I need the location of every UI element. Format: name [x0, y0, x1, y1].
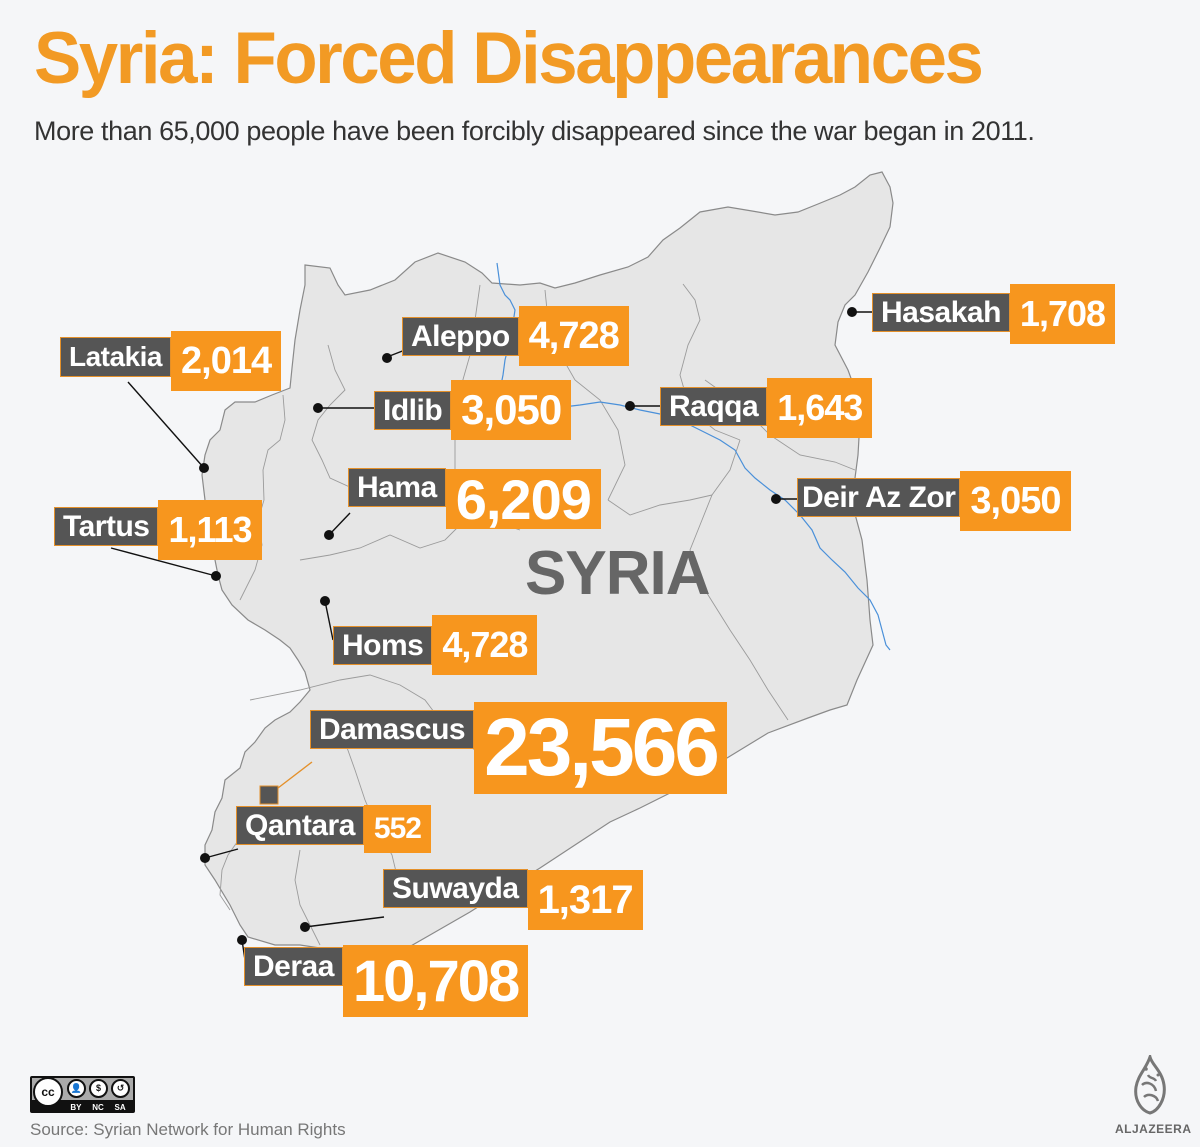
region-name: Suwayda — [383, 868, 528, 908]
region-label-suwayda: Suwayda 1,317 — [383, 868, 643, 930]
region-label-qantara: Qantara 552 — [236, 805, 431, 853]
region-name: Qantara — [236, 805, 364, 845]
region-value: 3,050 — [451, 380, 572, 440]
aljazeera-logo: ALJAZEERA — [1115, 1051, 1192, 1140]
region-value: 2,014 — [171, 331, 282, 391]
source-note: Source: Syrian Network for Human Rights — [30, 1120, 346, 1139]
region-label-aleppo: Aleppo 4,728 — [402, 306, 629, 366]
region-name: Idlib — [374, 390, 452, 430]
region-name: Deraa — [244, 946, 343, 986]
region-name: Hama — [348, 467, 446, 507]
region-label-raqqa: Raqqa 1,643 — [660, 378, 873, 438]
region-value: 4,728 — [518, 306, 629, 366]
city-dots — [199, 307, 857, 945]
country-outline — [201, 171, 894, 963]
license-tag: NC — [92, 1103, 104, 1112]
region-value: 10,708 — [342, 945, 529, 1017]
region-name: Hasakah — [872, 292, 1010, 332]
license-tag: BY — [70, 1103, 82, 1112]
region-name: Raqqa — [660, 386, 768, 426]
page-title: Syria: Forced Disappearances — [34, 18, 984, 99]
region-value: 1,708 — [1009, 284, 1116, 344]
region-label-deraa: Deraa 10,708 — [244, 945, 529, 1017]
region-name: Damascus — [310, 709, 475, 749]
by-icon: 👤 — [67, 1079, 86, 1098]
region-value: 6,209 — [445, 468, 601, 531]
region-label-damascus: Damascus 23,566 — [310, 702, 727, 794]
region-value: 552 — [363, 805, 431, 853]
region-name: Homs — [333, 625, 433, 665]
region-name: Deir Az Zor — [797, 477, 961, 517]
cc-icon: cc — [33, 1077, 63, 1107]
region-value: 1,113 — [158, 500, 262, 560]
region-label-idlib: Idlib 3,050 — [374, 380, 572, 440]
region-name: Aleppo — [402, 316, 519, 356]
region-label-deir-az-zor: Deir Az Zor 3,050 — [797, 471, 1071, 531]
sa-icon: ↺ — [111, 1079, 130, 1098]
region-value: 4,728 — [432, 615, 538, 675]
logo-text: ALJAZEERA — [1115, 1122, 1192, 1136]
country-label: SYRIA — [525, 539, 710, 608]
region-value: 1,317 — [527, 870, 643, 930]
region-label-homs: Homs 4,728 — [333, 615, 538, 675]
region-label-latakia: Latakia 2,014 — [60, 331, 282, 391]
region-value: 23,566 — [474, 702, 727, 794]
region-label-hasakah: Hasakah 1,708 — [872, 284, 1116, 344]
region-name: Latakia — [60, 337, 171, 377]
aljazeera-calligraphy-icon — [1134, 1051, 1166, 1115]
license-tag: SA — [114, 1103, 126, 1112]
page-subtitle: More than 65,000 people have been forcib… — [34, 116, 1035, 146]
region-value: 3,050 — [960, 471, 1071, 531]
cc-license-badge: cc 👤 $ ↺ BY NC SA — [30, 1076, 135, 1113]
region-label-hama: Hama 6,209 — [348, 467, 601, 531]
region-value: 1,643 — [767, 378, 873, 438]
region-name: Tartus — [54, 506, 159, 546]
nc-icon: $ — [89, 1079, 108, 1098]
region-label-tartus: Tartus 1,113 — [54, 500, 262, 560]
damascus-marker — [259, 785, 279, 805]
